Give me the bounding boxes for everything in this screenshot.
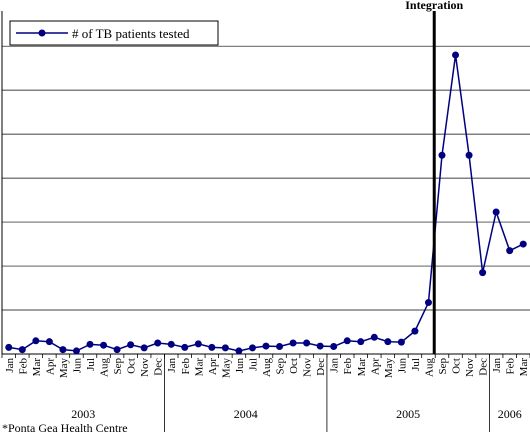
x-tick-label: Apr: [369, 358, 381, 375]
data-point: [303, 339, 311, 347]
year-label: 2003: [71, 407, 95, 421]
x-tick-label: Sep: [112, 358, 124, 375]
x-tick-label: Mar: [356, 358, 368, 377]
x-tick-label: Feb: [505, 358, 517, 375]
x-tick-label: Feb: [17, 358, 29, 375]
x-tick-label: Aug: [261, 358, 273, 377]
x-tick-label: May: [220, 358, 232, 379]
x-tick-label: Aug: [99, 358, 111, 377]
x-tick-label: Apr: [44, 358, 56, 375]
data-point: [167, 340, 175, 348]
data-point: [262, 342, 270, 350]
x-tick-label: Jan: [491, 358, 503, 373]
x-tick-label: Jan: [329, 358, 341, 373]
x-tick-label: Dec: [478, 358, 490, 376]
x-tick-label: Mar: [31, 358, 43, 377]
data-point: [411, 327, 419, 335]
x-tick-label: Aug: [423, 358, 435, 377]
data-point: [452, 51, 460, 59]
annotations: Integration: [405, 0, 464, 354]
data-point: [289, 339, 297, 347]
x-tick-label: Jul: [410, 358, 422, 371]
data-point: [316, 342, 324, 350]
legend-label: # of TB patients tested: [72, 26, 190, 41]
data-point: [127, 341, 135, 349]
data-point: [59, 346, 67, 354]
footnote: *Ponta Gea Health Centre: [2, 421, 128, 432]
data-point: [100, 341, 108, 349]
x-tick-label: Apr: [207, 358, 219, 375]
x-tick-label: Feb: [342, 358, 354, 375]
year-label: 2005: [396, 407, 420, 421]
x-tick-label: Feb: [180, 358, 192, 375]
x-tick-label: Mar: [193, 358, 205, 377]
data-point: [181, 343, 189, 351]
data-point: [343, 337, 351, 345]
data-point: [45, 338, 53, 346]
x-tick-label: Jan: [4, 358, 16, 373]
data-point: [384, 338, 392, 346]
data-point: [465, 151, 473, 159]
data-point: [519, 240, 527, 248]
x-tick-label: Mar: [518, 358, 530, 377]
data-point: [370, 333, 378, 341]
year-label: 2006: [498, 407, 522, 421]
x-tick-label: Dec: [153, 358, 165, 376]
x-tick-label: Oct: [288, 358, 300, 374]
x-tick-label: Jul: [247, 358, 259, 371]
data-point: [276, 343, 284, 351]
x-tick-label: May: [383, 358, 395, 379]
data-series: [5, 51, 527, 355]
gridlines: [2, 45, 530, 311]
legend: # of TB patients tested: [9, 20, 219, 46]
x-tick-label: Jun: [234, 358, 246, 374]
x-tick-label: Nov: [139, 358, 151, 377]
data-point: [72, 347, 80, 355]
x-axis: Jan Feb Mar Apr May Jun Jul Aug Sep Oct Nov Dec Jan F…: [1, 11, 530, 432]
data-point: [397, 338, 405, 346]
legend-marker: [38, 29, 46, 37]
integration-label: Integration: [405, 0, 463, 12]
data-point: [208, 343, 216, 351]
x-tick-label: Nov: [464, 358, 476, 377]
data-point: [506, 247, 514, 255]
x-tick-label: Dec: [315, 358, 327, 376]
data-point: [154, 339, 162, 347]
series-line: [8, 54, 524, 352]
x-tick-label: Jun: [71, 358, 83, 374]
x-tick-label: Nov: [302, 358, 314, 377]
data-point: [424, 299, 432, 307]
x-tick-label: Jan: [166, 358, 178, 373]
x-tick-label: May: [58, 358, 70, 379]
data-point: [32, 337, 40, 345]
data-point: [479, 269, 487, 277]
data-point: [248, 344, 256, 352]
data-point: [140, 344, 148, 352]
data-point: [438, 151, 446, 159]
data-point: [492, 208, 500, 216]
data-point: [235, 347, 243, 355]
data-point: [18, 346, 26, 354]
x-tick-label: Sep: [275, 358, 287, 375]
data-point: [194, 340, 202, 348]
x-tick-label: Oct: [451, 358, 463, 374]
data-point: [113, 346, 121, 354]
data-point: [221, 344, 229, 352]
data-point: [330, 343, 338, 351]
x-tick-label: Jun: [396, 358, 408, 374]
x-tick-label: Oct: [126, 358, 138, 374]
data-point: [5, 343, 13, 351]
x-tick-label: Sep: [437, 358, 449, 375]
data-point: [86, 340, 94, 348]
year-label: 2004: [234, 407, 258, 421]
data-point: [357, 338, 365, 346]
x-tick-label: Jul: [85, 358, 97, 371]
